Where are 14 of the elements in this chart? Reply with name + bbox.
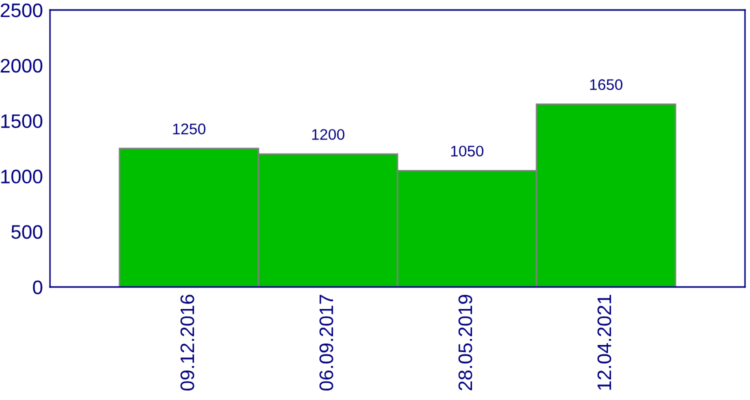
y-tick-label: 1500 [1, 114, 42, 128]
y-tick-label: 2000 [0, 58, 42, 73]
x-tick-label: 06.09.2017 [319, 294, 334, 390]
y-tick-label: 1000 [1, 170, 42, 184]
y-tick-label: 2500 [0, 3, 42, 18]
x-tick-label: 09.12.2016 [180, 294, 194, 390]
x-tick-label: 12.04.2021 [597, 294, 612, 390]
y-tick-label: 0 [33, 280, 42, 294]
x-tick-label: 28.05.2019 [458, 294, 472, 390]
y-tick-label: 500 [11, 225, 42, 239]
data-label: 1050 [451, 146, 484, 157]
data-label: 1200 [312, 129, 344, 140]
data-label: 1650 [590, 79, 622, 90]
data-label: 1250 [173, 124, 206, 134]
